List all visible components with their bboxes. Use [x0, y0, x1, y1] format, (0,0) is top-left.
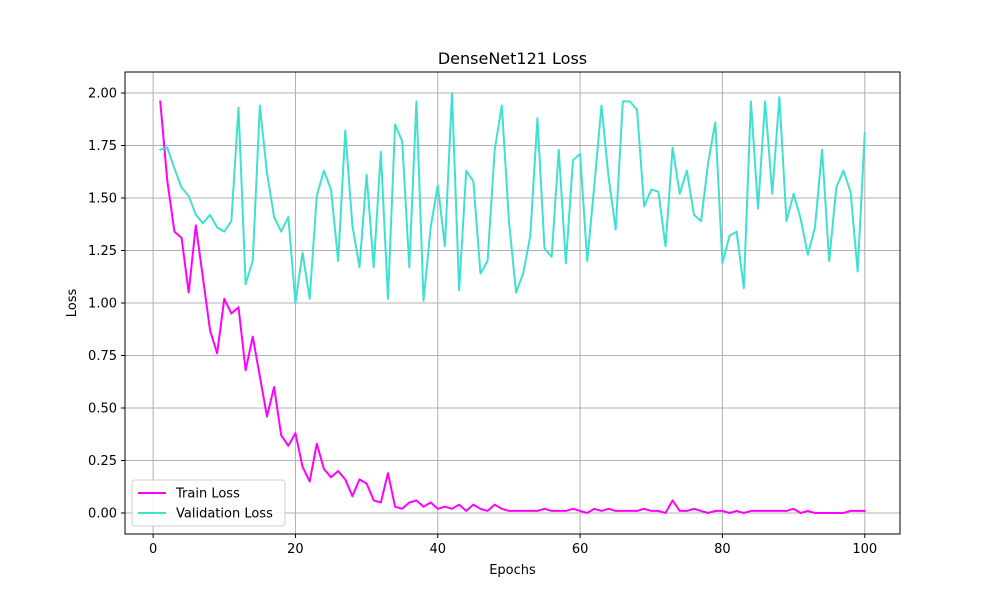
- y-tick-label: 0.75: [88, 349, 117, 364]
- y-tick-label: 1.75: [88, 139, 117, 154]
- y-tick-label: 1.25: [88, 244, 117, 259]
- legend-label-train-loss: Train Loss: [175, 487, 240, 502]
- series-line-train-loss: [159, 100, 866, 514]
- legend-box: [131, 479, 286, 527]
- grid-layer: [125, 72, 900, 534]
- y-tick-label: 1.00: [88, 297, 117, 312]
- x-tick-label: 0: [149, 542, 157, 557]
- legend: Train Loss Validation Loss: [131, 479, 286, 527]
- y-tick-label: 2.00: [88, 87, 117, 102]
- series-line-validation-loss: [159, 92, 866, 304]
- y-tick-label: 0.50: [88, 402, 117, 417]
- x-tick-label: 20: [287, 542, 304, 557]
- x-tick-label: 40: [430, 542, 447, 557]
- chart-title: DenseNet121 Loss: [438, 49, 587, 68]
- x-tick-label: 80: [714, 542, 731, 557]
- y-tick-label: 0.25: [88, 454, 117, 469]
- y-tick-label: 1.50: [88, 192, 117, 207]
- x-axis-label: Epochs: [489, 563, 536, 578]
- x-tick-label: 100: [852, 542, 877, 557]
- x-tick-label: 60: [572, 542, 589, 557]
- series-layer: [159, 92, 866, 514]
- ticks-layer: 0 20 40 60 80 100 0.00 0.25 0.50 0.75 1.00 1.25 1.50…: [88, 87, 877, 558]
- y-tick-label: 0.00: [88, 507, 117, 522]
- y-axis-label: Loss: [65, 289, 80, 318]
- legend-label-validation-loss: Validation Loss: [176, 507, 273, 522]
